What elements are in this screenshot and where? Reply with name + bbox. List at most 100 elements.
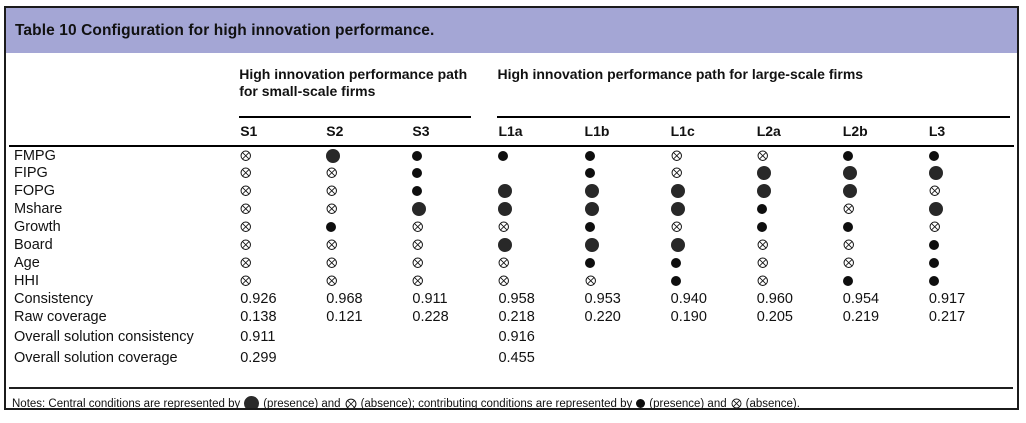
contributing-absence-icon xyxy=(757,239,769,251)
column-header-l1a: L1a xyxy=(497,118,584,147)
central-presence-icon xyxy=(842,184,857,199)
contributing-absence-icon xyxy=(240,150,252,162)
row-label: FOPG xyxy=(14,183,56,199)
table-cell: 0.455 xyxy=(497,347,583,368)
central-presence-icon xyxy=(756,184,771,199)
contributing-presence-icon xyxy=(412,150,423,161)
table-cell xyxy=(670,182,756,200)
table-cell: 0.911 xyxy=(411,290,497,308)
table-cell: 0.953 xyxy=(584,290,670,308)
cell-value: 0.138 xyxy=(240,309,277,325)
cell-value: 0.916 xyxy=(498,328,535,345)
table-cell xyxy=(239,200,325,218)
table-cell xyxy=(497,236,583,254)
contributing-presence-icon xyxy=(928,240,939,251)
contributing-presence-icon xyxy=(584,258,595,269)
table-cell xyxy=(756,164,842,182)
contributing-absence-icon xyxy=(929,221,941,233)
cell-value: 0.190 xyxy=(670,309,707,325)
table-cell xyxy=(411,236,497,254)
group-header-large-scale: High innovation performance path for lar… xyxy=(497,53,1014,118)
contributing-absence-icon xyxy=(757,275,769,287)
central-presence-icon xyxy=(498,238,513,253)
contributing-absence-icon xyxy=(326,167,338,179)
table-cell xyxy=(842,164,928,182)
table-cell xyxy=(928,272,1014,290)
table-cell xyxy=(928,200,1014,218)
configuration-table: High innovation performance path for sma… xyxy=(9,53,1014,368)
table-title: Table 10 Configuration for high innovati… xyxy=(15,21,435,39)
spanner-rule xyxy=(497,116,1010,118)
table-cell xyxy=(928,146,1014,164)
notes-text: (absence); contributing conditions are r… xyxy=(360,397,633,410)
table-cell xyxy=(325,146,411,164)
contributing-presence-icon xyxy=(584,222,595,233)
table-cell xyxy=(584,164,670,182)
contributing-presence-icon xyxy=(498,150,509,161)
table-cell xyxy=(756,146,842,164)
central-presence-icon xyxy=(584,238,599,253)
table-row: Raw coverage 0.138 0.121 0.228 0.218 0.220 0.1… xyxy=(9,308,1014,326)
cell-value: 0.218 xyxy=(498,309,535,325)
table-cell xyxy=(928,347,1014,368)
table-cell xyxy=(239,236,325,254)
group-header-row: High innovation performance path for sma… xyxy=(9,53,1014,118)
column-header-s2: S2 xyxy=(325,118,412,147)
table-row: FIPG xyxy=(9,164,1014,182)
contributing-presence-icon xyxy=(670,276,681,287)
column-header-l2a: L2a xyxy=(755,118,842,147)
table-cell xyxy=(670,326,756,347)
table-cell xyxy=(497,164,583,182)
cell-value: 0.217 xyxy=(928,309,966,325)
table-cell xyxy=(928,218,1014,236)
row-label: FMPG xyxy=(14,147,56,164)
table-row: Consistency 0.926 0.968 0.911 0.958 0.953 0.94… xyxy=(9,290,1014,308)
table-cell xyxy=(411,326,497,347)
row-label: Board xyxy=(14,237,53,253)
row-label: Age xyxy=(14,255,40,271)
contributing-absence-icon xyxy=(240,203,252,215)
row-label: Consistency xyxy=(14,291,93,307)
column-header-s3: S3 xyxy=(411,118,498,147)
central-presence-icon xyxy=(584,202,599,217)
table-row: Growth xyxy=(9,218,1014,236)
table-cell xyxy=(928,236,1014,254)
table-cell xyxy=(497,272,583,290)
table-cell xyxy=(497,146,583,164)
table-cell xyxy=(842,182,928,200)
table-cell xyxy=(411,200,497,218)
table-cell xyxy=(928,326,1014,347)
table-cell xyxy=(842,218,928,236)
table-cell xyxy=(239,146,325,164)
central-absence-icon xyxy=(345,398,357,408)
cell-value: 0.911 xyxy=(240,328,276,345)
contributing-presence-icon xyxy=(842,222,853,233)
table-cell xyxy=(756,218,842,236)
table-cell xyxy=(756,272,842,290)
contributing-presence-icon xyxy=(670,258,681,269)
table-cell xyxy=(670,254,756,272)
cell-value: 0.917 xyxy=(928,291,966,307)
table-cell xyxy=(497,254,583,272)
table-cell xyxy=(584,326,670,347)
table-row: Age xyxy=(9,254,1014,272)
column-header-spacer xyxy=(9,118,240,147)
cell-value: 0.958 xyxy=(498,291,535,307)
table-cell xyxy=(584,218,670,236)
contributing-absence-icon xyxy=(585,275,597,287)
table-cell xyxy=(756,182,842,200)
group-title-large-scale: High innovation performance path for lar… xyxy=(497,66,864,82)
table-cell xyxy=(584,272,670,290)
table-cell xyxy=(239,254,325,272)
table-cell xyxy=(325,347,411,368)
contributing-presence-icon xyxy=(928,150,939,161)
contributing-presence-icon xyxy=(842,150,853,161)
column-header-l2b: L2b xyxy=(841,118,928,147)
contributing-absence-icon xyxy=(240,167,252,179)
table-cell: 0.958 xyxy=(497,290,583,308)
row-label: Overall solution coverage xyxy=(14,349,178,366)
table-cell: 0.228 xyxy=(411,308,497,326)
notes-divider xyxy=(9,387,1013,389)
table-cell xyxy=(411,218,497,236)
row-label: Overall solution consistency xyxy=(14,328,194,345)
